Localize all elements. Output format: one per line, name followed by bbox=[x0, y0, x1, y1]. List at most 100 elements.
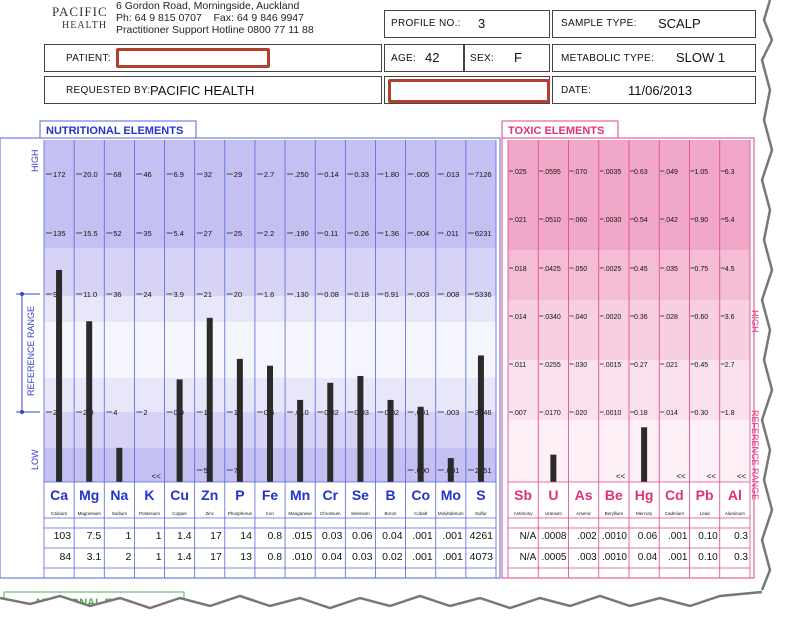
nutritional-tick-label-cr: 0.14 bbox=[324, 170, 339, 179]
torn-edge-bottom bbox=[0, 592, 798, 634]
nutritional-symbol-zn: Zn bbox=[201, 487, 218, 503]
nutritional-symbol-fe: Fe bbox=[262, 487, 279, 503]
toxic-tick-label-u: .0170 bbox=[543, 410, 561, 417]
toxic-tick-label-as: .070 bbox=[574, 169, 588, 176]
nutritional-band bbox=[44, 140, 496, 248]
toxic-tick-label-be: .0035 bbox=[604, 169, 622, 176]
toxic-tick-label-pb: 0.75 bbox=[695, 266, 709, 273]
nutritional-band bbox=[44, 248, 496, 296]
toxic-tick-label-al: 4.5 bbox=[725, 266, 735, 273]
toxic-result2-u: .0005 bbox=[541, 552, 566, 563]
nutritional-symbol-mn: Mn bbox=[290, 487, 310, 503]
nutritional-tick-label-fe: 2.2 bbox=[264, 229, 274, 238]
toxic-tick-label-as: .020 bbox=[574, 410, 588, 417]
nutritional-name-s: Sulfur bbox=[475, 511, 487, 516]
nutritional-result2-na: 2 bbox=[126, 551, 132, 563]
toxic-tick-label-pb: 0.60 bbox=[695, 314, 709, 321]
metabolic-box bbox=[552, 44, 756, 72]
nutritional-name-mg: Magnesium bbox=[78, 511, 102, 516]
nutritional-tick-label-s: 6231 bbox=[475, 229, 492, 238]
nutritional-bar-co bbox=[417, 406, 424, 482]
toxic-name-u: Uranium bbox=[545, 511, 562, 516]
toxic-tick-label-pb: 0.30 bbox=[695, 410, 709, 417]
nutritional-bar-p bbox=[236, 358, 243, 482]
nutritional-tick-label-b: 0.91 bbox=[384, 290, 399, 299]
nutritional-result1-co: .001 bbox=[412, 530, 433, 542]
toxic-name-as: Arsenic bbox=[576, 511, 592, 516]
toxic-tick-label-al: 5.4 bbox=[725, 217, 735, 224]
toxic-below-marker: << bbox=[737, 472, 747, 481]
nutritional-symbol-b: B bbox=[385, 487, 395, 503]
toxic-result2-as: .003 bbox=[577, 552, 597, 563]
company-name-line1: PACIFIC bbox=[52, 4, 108, 19]
nutritional-tick-label-cu: 5.4 bbox=[174, 229, 184, 238]
nutritional-tick-label-p: 29 bbox=[234, 170, 242, 179]
toxic-tick-label-pb: 1.05 bbox=[695, 169, 709, 176]
nutritional-result2-fe: 0.8 bbox=[267, 551, 282, 563]
toxic-tick-label-hg: 0.45 bbox=[634, 266, 648, 273]
company-address-block: 6 Gordon Road, Morningside, Auckland Ph:… bbox=[116, 0, 314, 36]
nutritional-result1-s: 4261 bbox=[470, 530, 494, 542]
nutritional-tick-label-na: 52 bbox=[113, 229, 121, 238]
toxic-tick-label-cd: .014 bbox=[664, 410, 678, 417]
toxic-result2-sb: N/A bbox=[520, 552, 537, 563]
nutritional-name-zn: Zinc bbox=[205, 511, 214, 516]
nutritional-tick-label-mo: .011 bbox=[445, 229, 459, 238]
toxic-name-be: Beryllium bbox=[605, 511, 624, 516]
toxic-tick-label-sb: .025 bbox=[513, 169, 527, 176]
toxic-tick-label-hg: 0.36 bbox=[634, 314, 648, 321]
nutritional-tick-label-cu: 6.9 bbox=[174, 170, 184, 179]
nutritional-bar-cu bbox=[176, 379, 183, 482]
toxic-axis-reference-label: REFERENCE RANGE bbox=[750, 410, 760, 500]
toxic-tick-label-cd: .028 bbox=[664, 314, 678, 321]
nutritional-result2-mn: .010 bbox=[292, 551, 313, 563]
sex-box bbox=[464, 44, 550, 72]
nutritional-symbol-co: Co bbox=[411, 487, 430, 503]
toxic-tick-label-hg: 0.54 bbox=[634, 217, 648, 224]
nutritional-result1-p: 14 bbox=[240, 530, 252, 542]
toxic-tick-label-be: .0010 bbox=[604, 410, 622, 417]
nutritional-name-k: Potassium bbox=[139, 511, 160, 516]
toxic-tick-label-sb: .021 bbox=[513, 217, 527, 224]
nutritional-tick-label-mn: .190 bbox=[294, 229, 309, 238]
nutritional-result1-na: 1 bbox=[126, 530, 132, 542]
nutritional-name-cu: Copper bbox=[172, 511, 187, 516]
nutritional-name-se: Selenium bbox=[351, 511, 370, 516]
nutritional-result1-mo: .001 bbox=[442, 530, 463, 542]
toxic-result1-u: .0008 bbox=[541, 531, 566, 542]
toxic-result2-hg: 0.04 bbox=[638, 552, 658, 563]
nutritional-name-na: Sodium bbox=[112, 511, 128, 516]
toxic-tick-label-sb: .007 bbox=[513, 410, 527, 417]
age-label: AGE: bbox=[391, 53, 417, 64]
nutritional-bar-fe bbox=[267, 365, 273, 482]
toxic-result1-hg: 0.06 bbox=[638, 531, 658, 542]
requested-value: PACIFIC HEALTH bbox=[150, 83, 255, 98]
nutritional-bar-ca bbox=[56, 269, 63, 482]
toxic-tick-label-al: 3.6 bbox=[725, 314, 735, 321]
age-value: 42 bbox=[425, 50, 440, 65]
nutritional-tick-label-na: 4 bbox=[113, 408, 117, 417]
nutritional-tick-label-zn: 32 bbox=[204, 170, 212, 179]
toxic-symbol-cd: Cd bbox=[665, 487, 684, 503]
toxic-result1-cd: .001 bbox=[668, 531, 688, 542]
date-label: DATE: bbox=[561, 85, 592, 96]
nutritional-low-tick-label-p: 7 bbox=[234, 466, 238, 475]
nutritional-result1-b: 0.04 bbox=[382, 530, 403, 542]
patient-label: PATIENT: bbox=[66, 53, 111, 64]
date-value: 11/06/2013 bbox=[628, 83, 693, 98]
requested-box bbox=[44, 76, 382, 104]
toxic-tick-label-be: .0015 bbox=[604, 362, 622, 369]
age-box bbox=[384, 44, 464, 72]
toxic-tick-label-as: .030 bbox=[574, 362, 588, 369]
nutritional-result1-se: 0.06 bbox=[352, 530, 373, 542]
nutritional-result1-cu: 1.4 bbox=[177, 530, 192, 542]
company-hotline: Practitioner Support Hotline 0800 77 11 … bbox=[116, 24, 314, 36]
toxic-tick-label-pb: 0.45 bbox=[695, 362, 709, 369]
toxic-title: TOXIC ELEMENTS bbox=[508, 125, 604, 137]
nutritional-name-mo: Molybdenum bbox=[438, 511, 464, 516]
toxic-result2-be: .0010 bbox=[602, 552, 627, 563]
nutritional-tick-label-mg: 11.0 bbox=[83, 290, 97, 299]
nutritional-bar-mg bbox=[86, 321, 93, 482]
toxic-tick-label-al: 1.8 bbox=[725, 410, 735, 417]
